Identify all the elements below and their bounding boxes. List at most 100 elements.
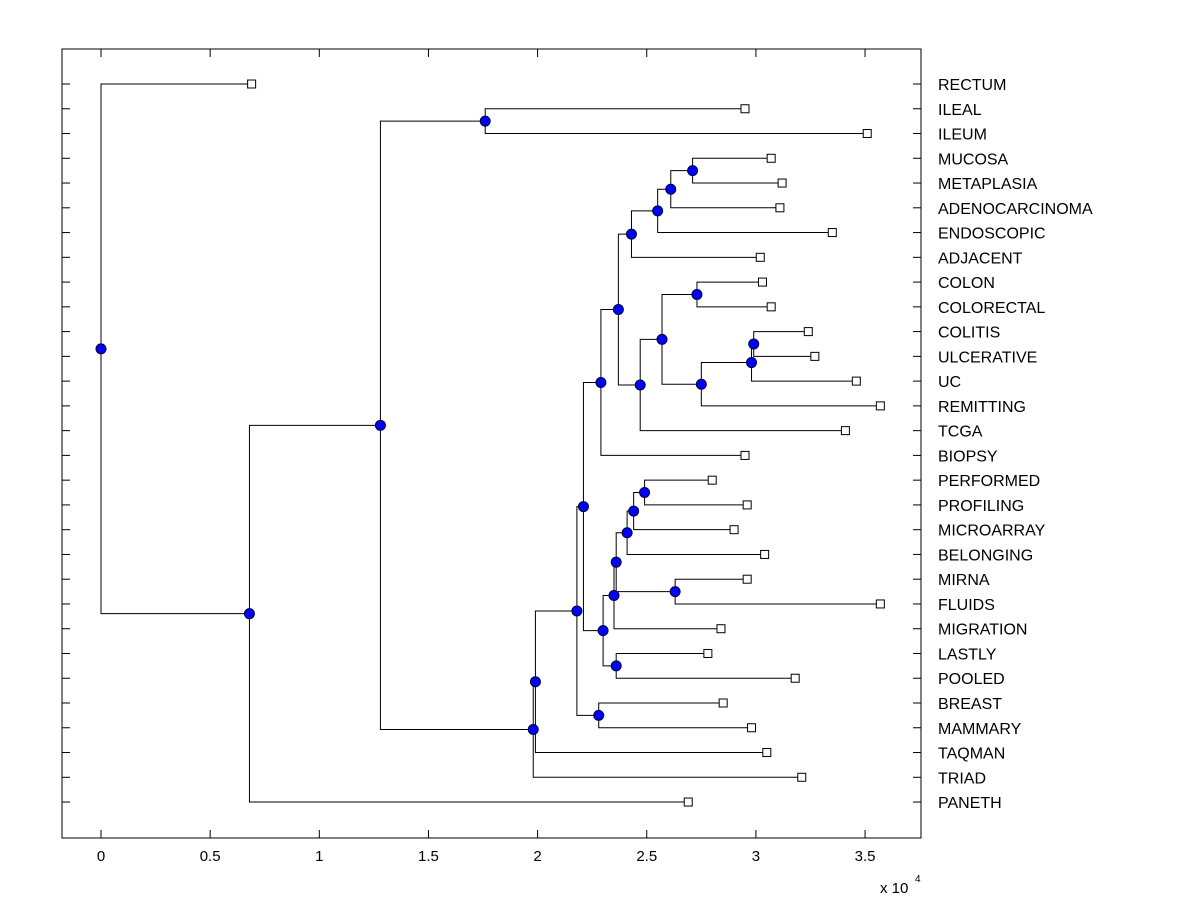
leaf-marker [851,376,861,386]
leaf-label-uc: UC [938,374,961,391]
leaf-marker [718,698,728,708]
dendrogram-link [532,729,802,778]
dendrogram-link [379,120,486,426]
dendrogram-link [670,189,780,209]
leaf-marker [840,426,850,436]
x-tick-label: 1 [315,848,323,865]
leaf-marker [790,673,800,683]
leaf-label-ileum: ILEUM [938,127,987,144]
dendrogram-link [661,339,702,385]
cluster-node [665,183,677,195]
dendrogram-link [630,234,761,258]
leaf-marker [683,797,693,807]
leaf-label-biopsy: BIOPSY [938,448,998,465]
cluster-node [597,625,609,637]
cluster-node [656,333,668,345]
leaf-labels: RECTUM ILEAL ILEUM MUCOSA METAPLASIA ADENOCAR… [938,77,1093,812]
cluster-node [479,115,491,127]
leaf-label-colon: COLON [938,275,995,292]
leaf-label-tcga: TCGA [938,424,983,441]
leaf-marker [247,79,257,89]
dendrogram-link [582,506,604,632]
cluster-node [610,660,622,672]
cluster-node [593,709,605,721]
leaf-marker [875,599,885,609]
cluster-node [571,605,583,617]
dendrogram-link [617,309,641,386]
leaf-marker [703,648,713,658]
leaf-marker [755,252,765,262]
leaf-label-colitis: COLITIS [938,325,1000,342]
leaf-marker [775,203,785,213]
cluster-node [634,379,646,391]
leaf-marker [757,277,767,287]
leaf-label-metaplasia: METAPLASIA [938,176,1038,193]
cluster-node [612,304,624,316]
leaf-marker [827,228,837,238]
leaf-label-performed: PERFORMED [938,473,1040,490]
dendrogram-link [657,210,833,234]
leaf-marker [762,748,772,758]
leaf-label-remitting: REMITTING [938,399,1026,416]
leaf-label-microarray: MICROARRAY [938,523,1046,540]
leaf-label-mirna: MIRNA [938,572,990,589]
leaf-label-triad: TRIAD [938,770,986,787]
dendrogram-link [700,384,881,407]
axis-ticks: 0 0.5 1 1.5 2 2.5 3 3.5 [62,49,921,865]
leaf-label-adjacent: ADJACENT [938,250,1023,267]
cluster-node [95,343,107,355]
dendrogram-link [100,83,252,349]
cluster-node [639,487,651,499]
x-tick-label: 0 [97,848,105,865]
dendrogram-link [600,309,619,383]
leaf-label-migration: MIGRATION [938,622,1027,639]
dendrogram-link [751,362,857,382]
leaf-marker [742,500,752,510]
leaf-marker [875,401,885,411]
cluster-node [529,676,541,688]
cluster-node [243,608,255,620]
dendrogram-link [633,511,735,531]
leaf-label-lastly: LASTLY [938,646,997,663]
cluster-node [652,205,664,217]
leaf-label-paneth: PANETH [938,795,1002,812]
leaf-marker [862,129,872,139]
leaf-label-rectum: RECTUM [938,77,1006,94]
x-tick-label: 1.5 [418,848,439,865]
cluster-node [691,288,703,300]
leaf-label-ulcerative: ULCERATIVE [938,349,1037,366]
dendrogram-link [248,424,381,614]
x-tick-label: 3 [752,848,760,865]
dendrogram-link [626,532,765,555]
dendrogram-link [534,610,577,682]
leaf-marker [797,772,807,782]
leaf-label-fluids: FLUIDS [938,597,995,614]
leaf-marker [742,574,752,584]
leaf-label-belonging: BELONGING [938,547,1033,564]
leaf-label-adenocarcinoma: ADENOCARCINOMA [938,201,1093,218]
x-exponent-label: x 10 4 [880,874,921,897]
leaf-marker [760,549,770,559]
leaf-label-profiling: PROFILING [938,498,1024,515]
dendrogram-link [379,425,534,731]
cluster-node [748,338,760,350]
leaf-label-mucosa: MUCOSA [938,151,1009,168]
cluster-node [625,228,637,240]
leaf-label-colorectal: COLORECTAL [938,300,1045,317]
leaf-marker [810,351,820,361]
leaf-marker [707,475,717,485]
leaf-marker [740,104,750,114]
dendrogram-link [639,338,663,385]
cluster-node [621,527,633,539]
dendrogram-link [534,681,767,754]
dendrogram-link [248,613,689,803]
dendrogram-link [661,293,697,340]
cluster-node [687,165,699,177]
leaf-marker [803,327,813,337]
dendrogram-link [582,381,601,507]
leaf-markers [247,79,885,807]
leaf-marker [729,525,739,535]
x-tick-label: 3.5 [855,848,876,865]
leaf-marker [777,178,787,188]
